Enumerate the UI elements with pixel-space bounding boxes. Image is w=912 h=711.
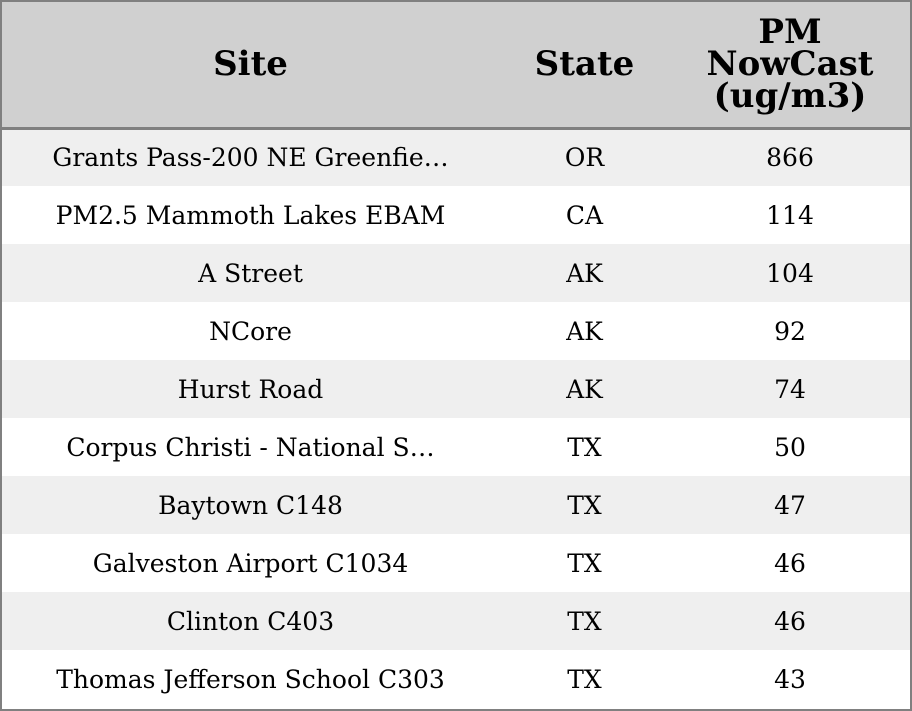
cell-site: NCore xyxy=(209,316,292,346)
cell-state: TX xyxy=(567,432,602,462)
cell-site: Baytown C148 xyxy=(158,490,343,520)
cell-pm-value: 104 xyxy=(766,258,814,288)
table-row: Grants Pass-200 NE Greenfie… OR 866 xyxy=(2,128,910,186)
cell-pm-value: 866 xyxy=(766,143,814,173)
table-row: A Street AK 104 xyxy=(2,244,910,302)
cell-state: AK xyxy=(566,374,603,404)
cell-site: Galveston Airport C1034 xyxy=(92,548,409,578)
cell-state: TX xyxy=(567,606,602,636)
header-site: Site xyxy=(2,2,499,130)
table-row: Hurst Road AK 74 xyxy=(2,360,910,418)
cell-pm-value: 47 xyxy=(774,490,806,520)
table-row: Baytown C148 TX 47 xyxy=(2,476,910,534)
table-header-row: Site State PM NowCast (ug/m3) xyxy=(2,2,910,130)
cell-site: Clinton C403 xyxy=(166,606,335,636)
cell-pm-value: 50 xyxy=(774,432,806,462)
table-row: PM2.5 Mammoth Lakes EBAM CA 114 xyxy=(2,186,910,244)
cell-state: OR xyxy=(564,143,605,173)
cell-state: TX xyxy=(567,490,602,520)
cell-site: A Street xyxy=(198,258,303,288)
cell-state: TX xyxy=(567,664,602,694)
cell-site: Hurst Road xyxy=(177,374,324,404)
header-pm-line-2: NowCast xyxy=(706,44,874,85)
cell-pm-value: 43 xyxy=(774,664,806,694)
cell-site: PM2.5 Mammoth Lakes EBAM xyxy=(55,200,446,230)
cell-pm-value: 92 xyxy=(774,316,806,346)
cell-state: TX xyxy=(567,548,602,578)
cell-site: Corpus Christi - National S… xyxy=(66,432,435,462)
cell-site: Thomas Jefferson School C303 xyxy=(56,664,445,694)
table-row: Galveston Airport C1034 TX 46 xyxy=(2,534,910,592)
cell-state: AK xyxy=(566,258,603,288)
cell-site: Grants Pass-200 NE Greenfie… xyxy=(52,143,449,173)
header-site-label: Site xyxy=(213,44,288,85)
table-row: Clinton C403 TX 46 xyxy=(2,592,910,650)
header-pm-line-1: PM xyxy=(758,12,822,53)
table-row: Corpus Christi - National S… TX 50 xyxy=(2,418,910,476)
cell-pm-value: 114 xyxy=(766,200,814,230)
cell-state: CA xyxy=(565,200,604,230)
cell-pm-value: 46 xyxy=(774,606,806,636)
header-state-label: State xyxy=(534,44,635,85)
cell-pm-value: 46 xyxy=(774,548,806,578)
header-pm-line-3: (ug/m3) xyxy=(713,76,867,117)
header-state: State xyxy=(499,2,670,130)
table-row: NCore AK 92 xyxy=(2,302,910,360)
table-body: Grants Pass-200 NE Greenfie… OR 866 PM2.5 M… xyxy=(2,128,910,708)
cell-pm-value: 74 xyxy=(774,374,806,404)
table-row: Thomas Jefferson School C303 TX 43 xyxy=(2,650,910,708)
header-pm-nowcast: PM NowCast (ug/m3) xyxy=(670,2,910,130)
cell-state: AK xyxy=(566,316,603,346)
